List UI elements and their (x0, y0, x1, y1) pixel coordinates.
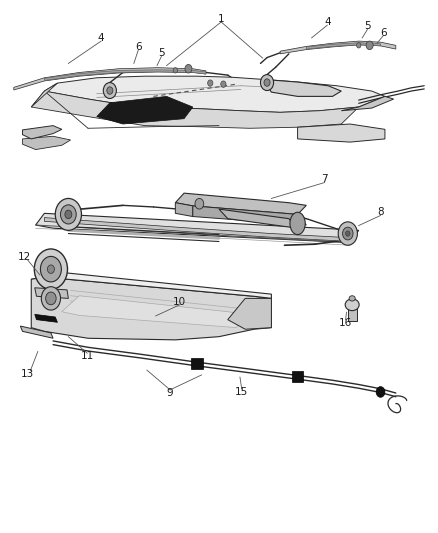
Polygon shape (44, 76, 385, 112)
Ellipse shape (290, 212, 305, 235)
Polygon shape (193, 206, 306, 225)
Text: 11: 11 (81, 351, 94, 361)
Polygon shape (20, 326, 53, 338)
Circle shape (173, 68, 177, 73)
Circle shape (34, 249, 67, 289)
Circle shape (366, 41, 373, 50)
Circle shape (185, 64, 192, 73)
Polygon shape (31, 277, 272, 303)
Circle shape (107, 87, 113, 94)
Polygon shape (35, 213, 359, 243)
Polygon shape (35, 288, 68, 298)
Polygon shape (44, 70, 206, 80)
Polygon shape (219, 209, 297, 228)
Polygon shape (175, 193, 306, 214)
Bar (191, 359, 203, 369)
Polygon shape (14, 68, 206, 90)
Circle shape (47, 265, 54, 273)
Polygon shape (97, 96, 193, 124)
Circle shape (261, 75, 274, 91)
Circle shape (376, 386, 385, 397)
Polygon shape (306, 43, 381, 49)
Ellipse shape (349, 296, 355, 301)
Circle shape (103, 83, 117, 99)
Circle shape (221, 81, 226, 87)
Text: 4: 4 (98, 33, 104, 43)
Text: 6: 6 (135, 42, 141, 52)
Polygon shape (228, 298, 272, 329)
Text: 10: 10 (173, 296, 186, 306)
Circle shape (40, 256, 61, 282)
Circle shape (346, 231, 350, 236)
Circle shape (338, 222, 357, 245)
Circle shape (46, 292, 56, 305)
Circle shape (343, 227, 353, 240)
Polygon shape (31, 277, 272, 340)
Text: 1: 1 (218, 14, 225, 24)
Polygon shape (175, 203, 193, 216)
Circle shape (208, 80, 213, 86)
Text: 6: 6 (380, 28, 386, 38)
Text: 8: 8 (377, 207, 384, 217)
Polygon shape (297, 124, 385, 142)
Bar (292, 371, 303, 382)
Text: 5: 5 (364, 21, 371, 31)
Circle shape (60, 205, 76, 224)
Text: 9: 9 (167, 388, 173, 398)
Circle shape (357, 43, 361, 48)
Polygon shape (341, 96, 394, 111)
Polygon shape (31, 91, 359, 128)
Text: 4: 4 (324, 17, 331, 27)
Circle shape (65, 210, 72, 219)
Circle shape (55, 198, 81, 230)
Text: 13: 13 (21, 369, 35, 379)
Bar (348, 309, 357, 321)
Polygon shape (35, 314, 57, 322)
Polygon shape (31, 83, 57, 107)
Text: 16: 16 (339, 318, 352, 328)
Circle shape (195, 198, 204, 209)
Polygon shape (44, 273, 272, 298)
Text: 7: 7 (321, 174, 328, 184)
Ellipse shape (345, 299, 359, 311)
Polygon shape (280, 41, 396, 54)
Text: 12: 12 (18, 252, 32, 262)
Polygon shape (62, 296, 245, 328)
Polygon shape (22, 126, 62, 139)
Circle shape (264, 79, 270, 86)
Text: 15: 15 (235, 387, 248, 397)
Text: 5: 5 (158, 49, 165, 58)
Circle shape (41, 287, 60, 310)
Polygon shape (44, 217, 341, 241)
Polygon shape (263, 79, 341, 96)
Polygon shape (22, 136, 71, 150)
